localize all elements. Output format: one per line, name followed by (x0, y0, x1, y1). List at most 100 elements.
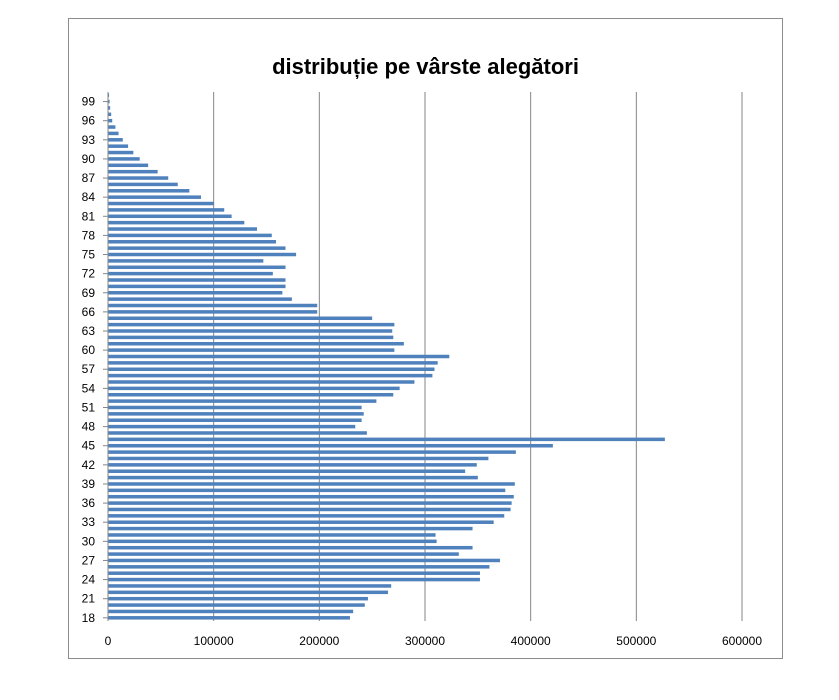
bar (108, 259, 264, 263)
y-tick-label: 66 (82, 305, 96, 319)
bar (108, 214, 232, 219)
y-tick-label: 90 (82, 152, 96, 166)
y-tick-label: 69 (82, 286, 96, 300)
y-tick-label: 42 (82, 458, 96, 472)
y-tick-label: 24 (82, 573, 96, 587)
bar (108, 144, 129, 148)
y-tick-label: 54 (82, 381, 96, 395)
bar (108, 367, 435, 371)
bar (108, 265, 286, 270)
bar (108, 609, 354, 614)
bar (108, 539, 437, 544)
x-axis: 0 100000 200000 300000 400000 500000 600000 (105, 634, 763, 648)
bar (108, 271, 273, 276)
y-tick-label: 48 (82, 420, 96, 434)
bar (108, 93, 110, 97)
y-tick-label: 33 (82, 515, 96, 529)
y-tick-label: 21 (82, 592, 96, 606)
bar (108, 520, 494, 524)
bar (108, 240, 277, 244)
bar (108, 208, 225, 212)
bar (108, 514, 505, 518)
bar (108, 354, 450, 359)
y-tick-label: 36 (82, 496, 96, 510)
bar (108, 329, 393, 333)
bars (108, 93, 665, 620)
y-tick-label: 57 (82, 362, 96, 376)
x-tick-label: 100000 (194, 634, 234, 648)
bar (108, 412, 364, 416)
chart-title: distribuție pe vârste alegători (272, 54, 579, 79)
y-tick-label: 45 (82, 439, 96, 453)
chart-frame: distribuție pe vârste alegători 0 100000 2… (68, 18, 783, 659)
bar (108, 386, 400, 391)
bar (108, 150, 134, 155)
bar (108, 507, 511, 512)
bar (108, 616, 350, 620)
y-tick-label: 30 (82, 534, 96, 548)
bar (108, 342, 404, 346)
bar (108, 131, 119, 136)
bar (108, 252, 297, 257)
y-tick-label: 99 (82, 95, 96, 109)
x-tick-label: 600000 (722, 634, 762, 648)
x-tick-label: 500000 (616, 634, 656, 648)
bar (108, 488, 506, 493)
bar (108, 348, 395, 352)
bar (108, 361, 438, 365)
bar (108, 577, 480, 582)
bar (108, 335, 394, 340)
bar (108, 99, 110, 104)
y-tick-label: 51 (82, 400, 96, 414)
y-axis: 18 21 24 27 30 33 36 39 42 45 48 51 54 57 60 63 66 69 72 75… (82, 92, 109, 625)
bar (108, 552, 459, 556)
bar (108, 291, 283, 295)
y-tick-label: 96 (82, 114, 96, 128)
bar (108, 571, 480, 575)
bar (108, 278, 286, 282)
bar (108, 405, 362, 410)
bar (108, 437, 665, 442)
bar (108, 227, 257, 231)
bar (108, 399, 377, 403)
bar (108, 322, 395, 327)
x-tick-label: 300000 (405, 634, 445, 648)
bar (108, 431, 367, 435)
bar (108, 125, 116, 129)
bar (108, 157, 140, 161)
bar (108, 195, 201, 199)
y-tick-label: 60 (82, 343, 96, 357)
bar (108, 475, 478, 480)
bar (108, 138, 123, 142)
bar (108, 494, 514, 499)
bar (108, 106, 111, 110)
y-tick-label: 75 (82, 248, 96, 262)
y-tick-label: 84 (82, 190, 96, 204)
bar (108, 220, 245, 225)
y-tick-label: 78 (82, 228, 96, 242)
bar-chart: 0 100000 200000 300000 400000 500000 600000 18… (82, 92, 763, 648)
bar (108, 565, 490, 569)
y-tick-label: 27 (82, 553, 96, 567)
bar (108, 176, 169, 180)
y-tick-label: 72 (82, 267, 96, 281)
y-tick-label: 87 (82, 171, 96, 185)
bar (108, 163, 149, 168)
bar (108, 501, 512, 505)
bar (108, 169, 158, 174)
bar (108, 533, 436, 537)
bar (108, 182, 178, 187)
bar (108, 112, 112, 117)
bar (108, 284, 286, 289)
bar (108, 201, 214, 206)
bar (108, 316, 373, 321)
bar (108, 456, 489, 461)
bar (108, 246, 286, 250)
bar (108, 233, 272, 238)
bar (108, 303, 318, 308)
x-tick-label: 200000 (299, 634, 339, 648)
bar (108, 392, 394, 397)
bar (108, 545, 473, 550)
y-tick-label: 39 (82, 477, 96, 491)
bar (108, 482, 515, 486)
